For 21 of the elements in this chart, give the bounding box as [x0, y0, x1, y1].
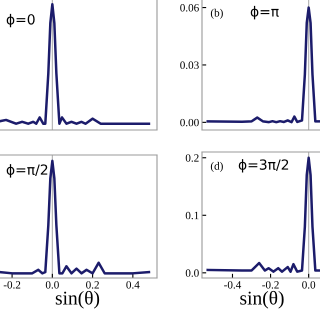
y-tick-label: 0.00	[180, 118, 199, 126]
y-tick-label: 0.06	[180, 4, 199, 12]
x-tick-label: -0.2	[4, 281, 20, 289]
y-tick-label: 0.1	[186, 212, 199, 220]
x-axis-title: sin(θ)	[240, 290, 284, 309]
y-tick-label: 0.0	[186, 269, 199, 277]
x-axis-title: sin(θ)	[56, 290, 100, 309]
x-tick-label: 0.0	[302, 281, 316, 289]
x-tick-label: -0.2	[262, 281, 279, 289]
x-tick-label: -0.4	[224, 281, 242, 289]
x-tick-label: 0.2	[86, 281, 99, 289]
annotation: ϕ=π/2	[6, 164, 48, 178]
annotation: (b)	[210, 8, 223, 19]
annotation: (d)	[210, 162, 223, 172]
x-tick-label: 0.4	[126, 281, 140, 289]
x-tick-label: 0.0	[46, 281, 59, 289]
annotation: ϕ=3π/2	[238, 159, 288, 173]
annotation: ϕ=π	[250, 6, 279, 20]
y-tick-label: 0.03	[180, 61, 199, 69]
y-tick-label: 0.2	[186, 154, 199, 162]
annotation: ϕ=0	[6, 14, 35, 28]
